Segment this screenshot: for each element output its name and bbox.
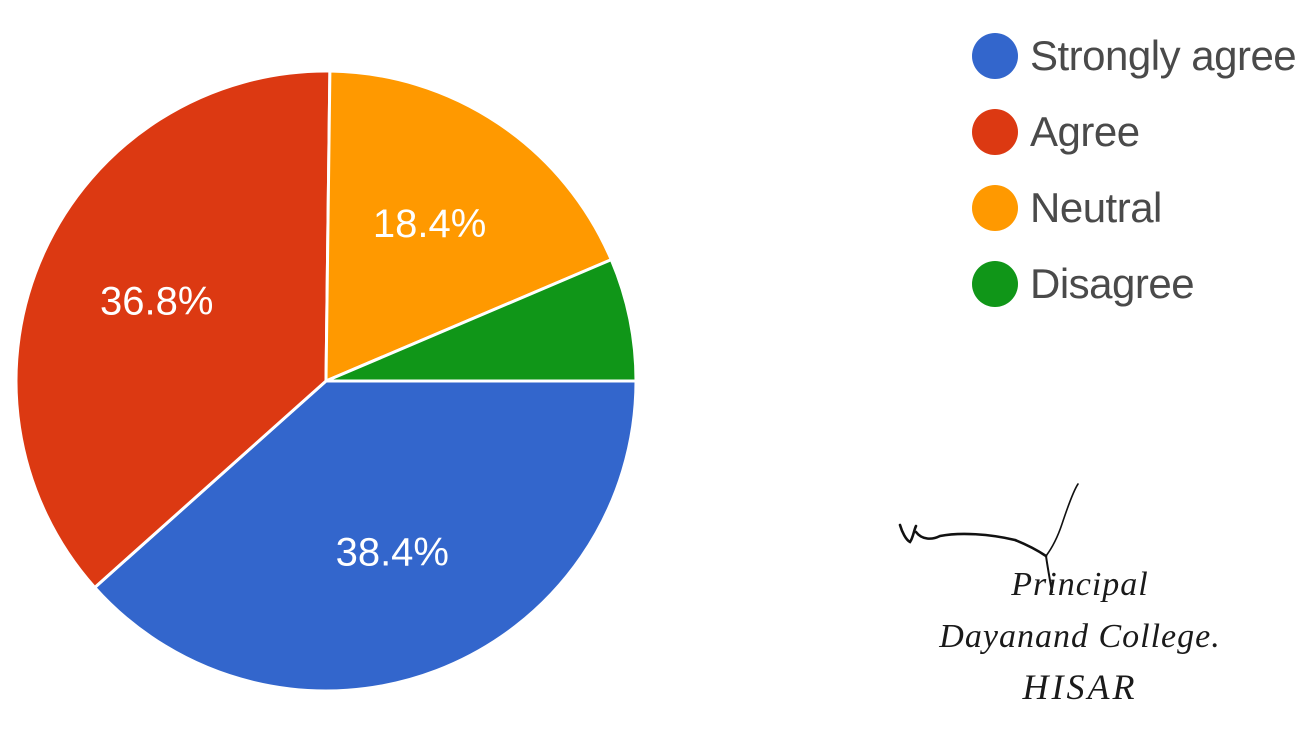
slice-label-neutral: 18.4% (373, 202, 486, 246)
legend-label: Disagree (1030, 260, 1195, 307)
slice-label-strongly-agree: 38.4% (336, 530, 449, 574)
handwritten-signature (898, 483, 1079, 593)
pie-slice-labels: 38.4% 36.8% 18.4% (100, 202, 486, 574)
pie-slice-strongly-agree (92, 379, 638, 693)
legend-item-neutral: Neutral (972, 170, 1296, 246)
legend-item-disagree: Disagree (972, 246, 1296, 322)
pie-slice-neutral (324, 69, 614, 384)
legend-swatch (972, 109, 1018, 155)
pie-slice-agree (14, 69, 332, 590)
stamp-city: HISAR (1022, 667, 1138, 707)
legend-swatch (972, 33, 1018, 79)
stamp-title: Principal (1011, 566, 1149, 603)
legend-swatch (972, 185, 1018, 231)
legend-swatch (972, 261, 1018, 307)
stamp-institution: Dayanand College. (939, 618, 1221, 655)
legend-item-strongly-agree: Strongly agree (972, 18, 1297, 94)
principal-stamp: Principal Dayanand College. HISAR (880, 480, 1280, 720)
slice-label-agree: 36.8% (100, 279, 213, 323)
chart-legend: Strongly agree Agree Neutral Disagree (972, 18, 1297, 322)
legend-label: Neutral (1030, 184, 1162, 231)
pie-slices (14, 69, 638, 693)
pie-slice-disagree (325, 257, 638, 383)
legend-item-agree: Agree (972, 94, 1296, 170)
legend-label: Agree (1030, 108, 1140, 155)
legend-label: Strongly agree (1030, 32, 1297, 79)
